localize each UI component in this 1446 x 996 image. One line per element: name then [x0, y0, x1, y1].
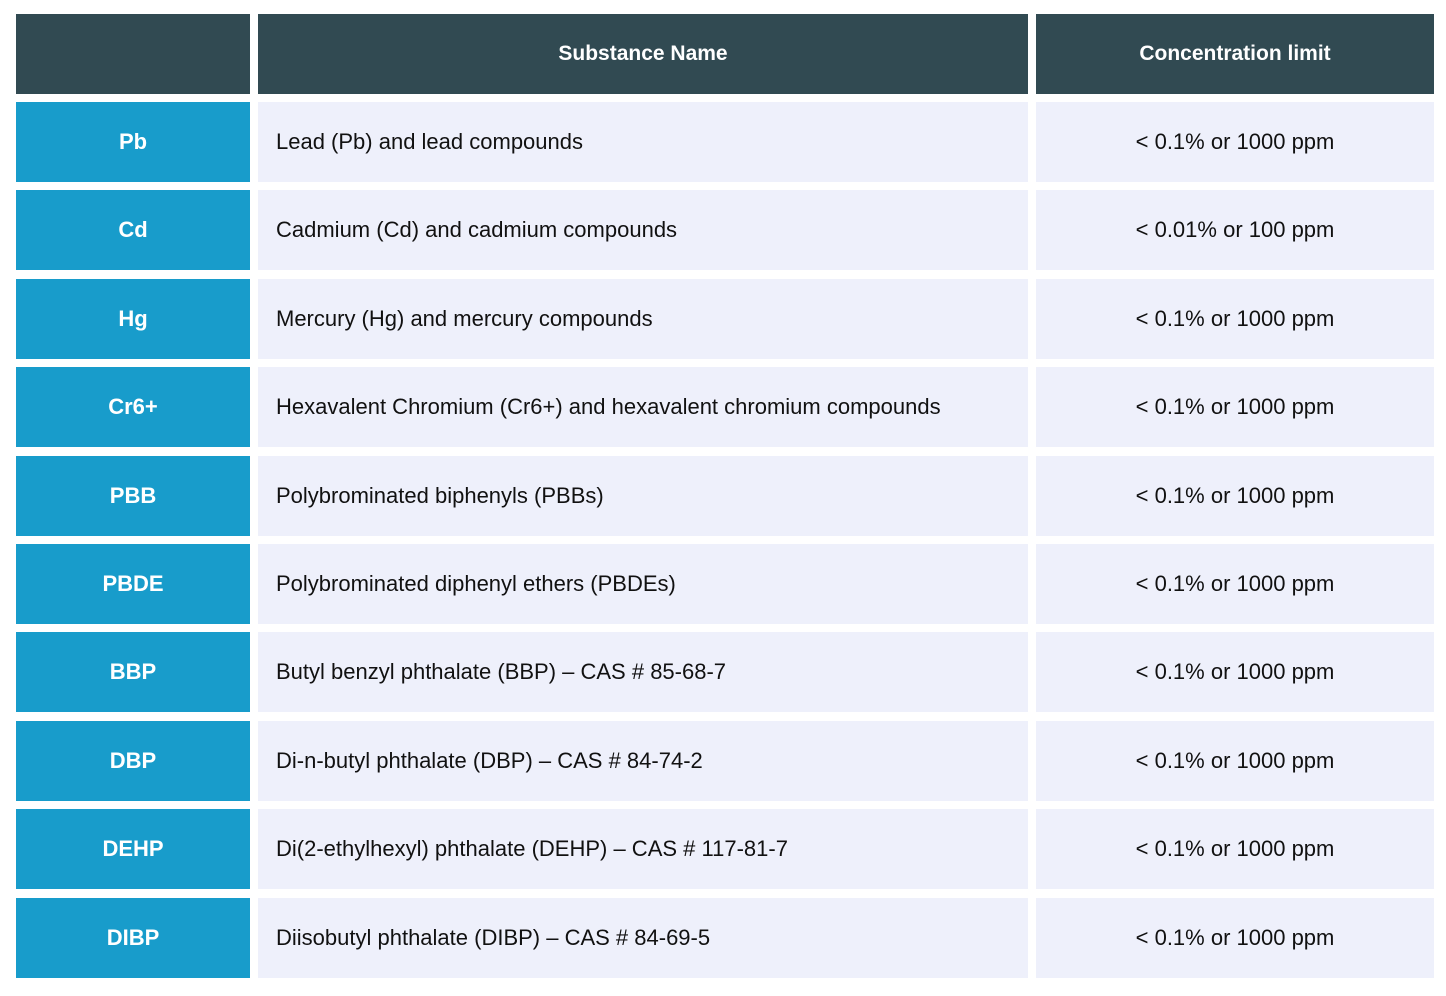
- symbol-cell: PBDE: [16, 544, 250, 624]
- substance-cell: Polybrominated diphenyl ethers (PBDEs): [258, 544, 1028, 624]
- limit-cell: < 0.1% or 1000 ppm: [1036, 455, 1434, 536]
- header-cell: [16, 14, 250, 94]
- limit-cell: < 0.1% or 1000 ppm: [1036, 278, 1434, 359]
- symbol-cell: DBP: [16, 720, 250, 801]
- symbol-cell: PBB: [16, 455, 250, 536]
- symbol-cell: DIBP: [16, 897, 250, 978]
- symbol-cell: DEHP: [16, 809, 250, 890]
- substance-cell: Di-n-butyl phthalate (DBP) – CAS # 84-74…: [258, 720, 1028, 801]
- symbol-cell: Pb: [16, 102, 250, 182]
- substance-cell: Diisobutyl phthalate (DIBP) – CAS # 84-6…: [258, 897, 1028, 978]
- limit-cell: < 0.1% or 1000 ppm: [1036, 544, 1434, 624]
- substance-cell: Di(2-ethylhexyl) phthalate (DEHP) – CAS …: [258, 809, 1028, 890]
- substance-cell: Hexavalent Chromium (Cr6+) and hexavalen…: [258, 367, 1028, 448]
- limit-cell: < 0.01% or 100 ppm: [1036, 190, 1434, 271]
- limit-cell: < 0.1% or 1000 ppm: [1036, 720, 1434, 801]
- substance-cell: Lead (Pb) and lead compounds: [258, 102, 1028, 182]
- symbol-cell: Cr6+: [16, 367, 250, 448]
- symbol-cell: BBP: [16, 632, 250, 713]
- substance-cell: Mercury (Hg) and mercury compounds: [258, 278, 1028, 359]
- limit-cell: < 0.1% or 1000 ppm: [1036, 897, 1434, 978]
- symbol-cell: Cd: [16, 190, 250, 271]
- header-cell: Concentration limit: [1036, 14, 1434, 94]
- substance-cell: Cadmium (Cd) and cadmium compounds: [258, 190, 1028, 271]
- substance-cell: Butyl benzyl phthalate (BBP) – CAS # 85-…: [258, 632, 1028, 713]
- substance-cell: Polybrominated biphenyls (PBBs): [258, 455, 1028, 536]
- limit-cell: < 0.1% or 1000 ppm: [1036, 102, 1434, 182]
- limit-cell: < 0.1% or 1000 ppm: [1036, 809, 1434, 890]
- symbol-cell: Hg: [16, 278, 250, 359]
- limit-cell: < 0.1% or 1000 ppm: [1036, 367, 1434, 448]
- limit-cell: < 0.1% or 1000 ppm: [1036, 632, 1434, 713]
- header-cell: Substance Name: [258, 14, 1028, 94]
